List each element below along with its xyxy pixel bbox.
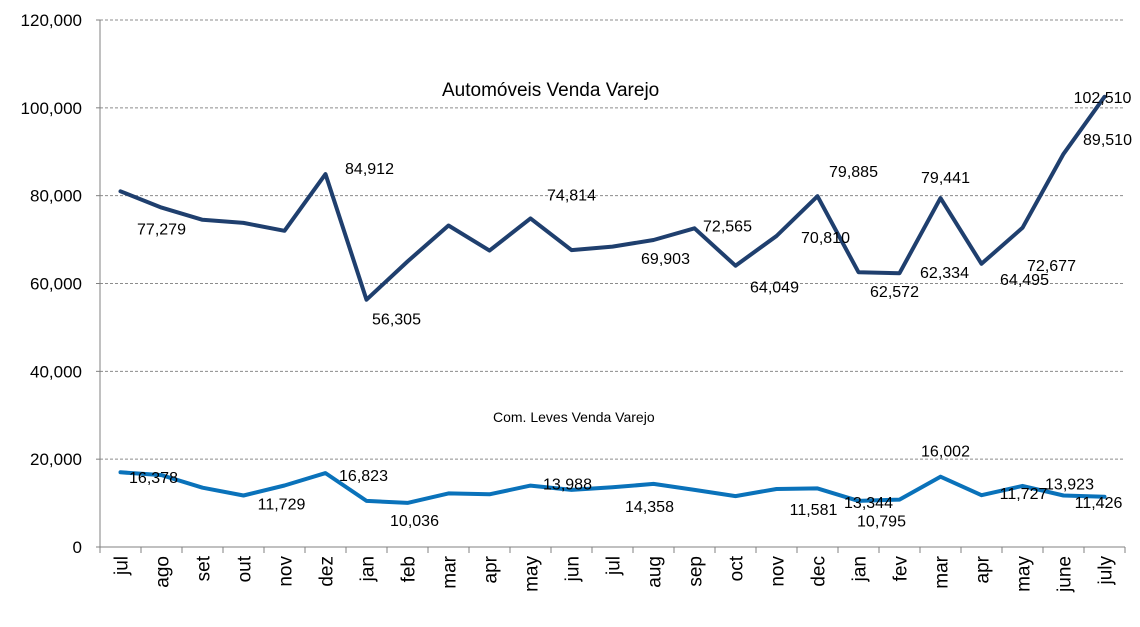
data-label: 64,495	[1000, 272, 1049, 289]
series-lines	[118, 94, 1107, 505]
y-tick-label: 80,000	[30, 187, 82, 206]
data-label: 11,581	[790, 502, 838, 519]
x-tick-label: dez	[317, 556, 338, 587]
x-tick-label: mar	[932, 555, 953, 588]
data-label: 11,727	[1000, 486, 1048, 503]
x-tick-label: apr	[481, 555, 502, 583]
x-tick-label: july	[1096, 556, 1117, 586]
data-label: 11,426	[1075, 495, 1123, 512]
x-tick-label: mar	[440, 555, 461, 588]
x-tick-label: jul	[604, 556, 625, 576]
data-label: 16,002	[921, 444, 970, 461]
x-tick-label: dec	[809, 556, 830, 587]
data-label: 13,344	[844, 495, 893, 512]
series-title-automoveis: Automóveis Venda Varejo	[442, 80, 659, 101]
series-title-com-leves: Com. Leves Venda Varejo	[493, 409, 655, 425]
y-tick-label: 20,000	[30, 450, 82, 469]
data-label: 102,510	[1074, 90, 1132, 107]
data-label: 62,334	[920, 265, 969, 282]
x-tick-label: nov	[768, 556, 789, 587]
data-label: 89,510	[1083, 132, 1132, 149]
data-label: 72,677	[1027, 258, 1076, 275]
x-tick-label: ago	[153, 556, 174, 588]
data-label: 10,795	[857, 514, 906, 531]
gridlines	[100, 19, 1125, 460]
data-label: 10,036	[390, 513, 439, 530]
x-tick-label: out	[235, 555, 256, 582]
x-tick-label: aug	[645, 556, 666, 588]
series-line-1	[118, 470, 1107, 505]
x-tick-label: jan	[850, 556, 871, 582]
x-tick-label: may	[522, 556, 543, 592]
x-tick-label: nov	[276, 556, 297, 587]
data-label: 79,885	[829, 164, 878, 181]
x-tick-label: june	[1055, 556, 1076, 593]
data-label: 16,378	[129, 470, 178, 487]
x-tick-label: jan	[358, 556, 379, 582]
y-tick-label: 60,000	[30, 275, 82, 294]
data-label: 14,358	[625, 499, 674, 516]
data-label: 84,912	[345, 161, 394, 178]
x-tick-labels: jul ago set out nov dez jan feb mar apr may jun jul a…	[99, 547, 1126, 593]
y-tick-label: 40,000	[30, 362, 82, 381]
data-label: 13,923	[1045, 476, 1094, 493]
x-tick-label: sep	[686, 556, 707, 587]
x-tick-label: may	[1014, 556, 1035, 592]
data-label: 62,572	[870, 284, 919, 301]
x-tick-label: apr	[973, 555, 994, 583]
data-label: 69,903	[641, 251, 690, 268]
series-titles: Automóveis Venda Varejo Com. Leves Venda…	[442, 80, 659, 425]
x-tick-label: jun	[563, 556, 584, 582]
data-labels: 77,279 84,912 56,305 74,814 69,903 72,565 64,0…	[129, 90, 1132, 531]
y-tick-labels: 0 20,000 40,000 60,000 80,000 100,000 120,000	[21, 11, 100, 557]
series-line-0	[118, 94, 1107, 302]
x-tick-label: oct	[727, 555, 748, 581]
x-tick-label: set	[194, 555, 215, 581]
x-tick-label: jul	[112, 556, 133, 576]
y-tick-label: 100,000	[21, 99, 82, 118]
x-tick-label: fev	[891, 556, 912, 582]
y-tick-label: 120,000	[21, 11, 82, 30]
x-tick-label: feb	[399, 556, 420, 582]
data-label: 74,814	[547, 187, 596, 204]
data-label: 64,049	[750, 280, 799, 297]
data-label: 16,823	[339, 468, 388, 485]
y-tick-label: 0	[73, 538, 82, 557]
data-label: 70,810	[801, 230, 850, 247]
data-label: 13,988	[543, 477, 592, 494]
data-label: 77,279	[137, 222, 186, 239]
data-label: 79,441	[921, 170, 970, 187]
data-label: 56,305	[372, 312, 421, 329]
data-label: 72,565	[703, 218, 752, 235]
data-label: 11,729	[258, 496, 306, 513]
